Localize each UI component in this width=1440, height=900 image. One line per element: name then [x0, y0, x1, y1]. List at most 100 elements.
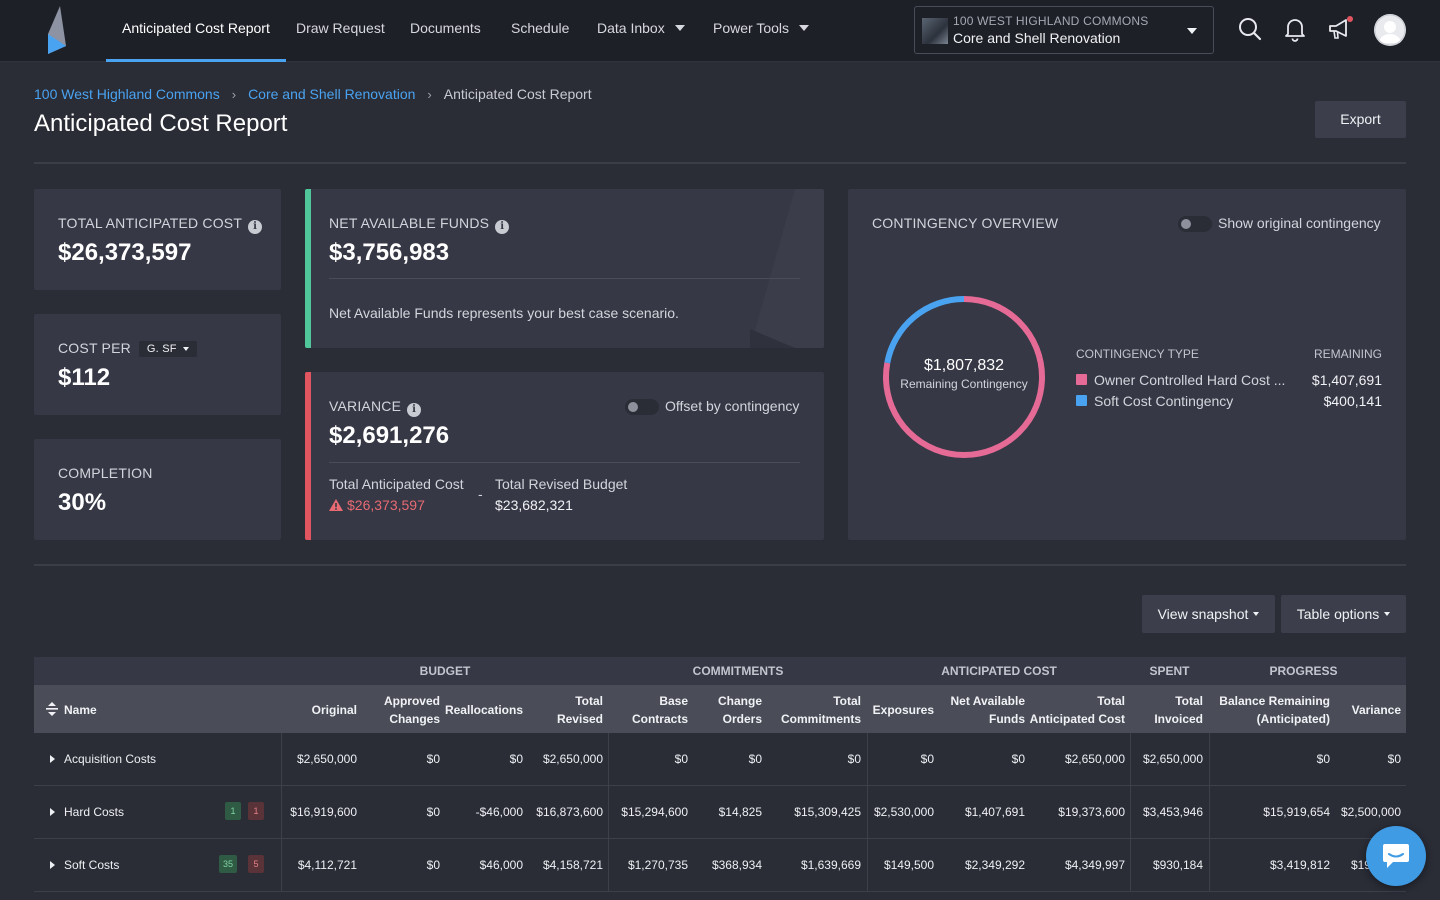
- tab-label: Data Inbox: [597, 20, 665, 36]
- cell-total-anticipated-cost: $19,373,600: [1058, 805, 1125, 819]
- expand-row-icon[interactable]: [50, 861, 55, 869]
- bell-icon[interactable]: [1282, 14, 1308, 44]
- column-header-text: Contracts: [631, 712, 688, 726]
- column-divider: [867, 786, 868, 838]
- column-header-reallocations[interactable]: Reallocations: [445, 701, 523, 719]
- expand-row-icon[interactable]: [50, 808, 55, 816]
- table-row[interactable]: Acquisition Costs $2,650,000 $0 $0 $2,65…: [34, 733, 1406, 786]
- group-header-anticipated-cost: ANTICIPATED COST: [941, 664, 1057, 678]
- column-header-base-contracts[interactable]: Base Contracts: [632, 692, 688, 728]
- offset-contingency-toggle[interactable]: [625, 399, 659, 415]
- column-header-text: Change: [717, 694, 762, 708]
- unit-select[interactable]: G. SF: [138, 341, 197, 357]
- legend-value-soft-cost: $400,141: [1323, 393, 1382, 409]
- header-divider: [34, 162, 1406, 164]
- table-row[interactable]: Hard Costs 1 1 $16,919,600 $0 -$46,000 $…: [34, 786, 1406, 839]
- view-snapshot-button[interactable]: View snapshot: [1142, 595, 1275, 633]
- tab-anticipated-cost-report[interactable]: Anticipated Cost Report: [106, 0, 286, 62]
- legend-label-soft-cost: Soft Cost Contingency: [1094, 393, 1234, 409]
- donut-segment-soft-cost: [883, 296, 1045, 458]
- table-row[interactable]: Soft Costs 35 5 $4,112,721 $0 $46,000 $4…: [34, 839, 1406, 892]
- column-header-name[interactable]: Name: [64, 701, 97, 719]
- column-header-variance[interactable]: Variance: [1352, 701, 1401, 719]
- pending-count-badge[interactable]: 1: [248, 802, 264, 820]
- tab-label: Power Tools: [713, 20, 790, 36]
- tab-power-tools[interactable]: Power Tools: [713, 0, 810, 62]
- row-name[interactable]: Acquisition Costs: [64, 752, 157, 766]
- table-row[interactable]: [34, 892, 1406, 900]
- cell-exposures: $0: [920, 752, 934, 766]
- column-header-total-anticipated-cost[interactable]: Total Anticipated Cost: [1030, 692, 1125, 728]
- expand-collapse-all-icon[interactable]: [46, 702, 58, 716]
- pending-count-badge[interactable]: 5: [248, 855, 264, 873]
- row-name[interactable]: Hard Costs: [64, 805, 125, 819]
- column-header-total-commitments[interactable]: Total Commitments: [781, 692, 861, 728]
- expand-row-icon[interactable]: [50, 755, 55, 763]
- cost-per-card: COST PER G. SF $112: [34, 314, 281, 415]
- cell-exposures: $2,530,000: [873, 805, 934, 819]
- show-original-contingency-label: Show original contingency: [1218, 215, 1381, 231]
- megaphone-icon[interactable]: [1327, 14, 1353, 44]
- column-header-exposures[interactable]: Exposures: [873, 701, 934, 719]
- group-header-budget: BUDGET: [419, 664, 471, 678]
- column-header-net-available-funds[interactable]: Net Available Funds: [951, 692, 1025, 728]
- tab-schedule[interactable]: Schedule: [511, 0, 569, 62]
- breadcrumb-item-project[interactable]: 100 West Highland Commons: [34, 86, 220, 102]
- column-header-text: Original: [311, 703, 357, 717]
- breadcrumb-item-phase[interactable]: Core and Shell Renovation: [248, 86, 416, 102]
- project-name: 100 WEST HIGHLAND COMMONS: [953, 14, 1149, 28]
- column-divider: [281, 733, 282, 785]
- tab-label: Anticipated Cost Report: [122, 20, 270, 36]
- tab-documents[interactable]: Documents: [410, 0, 481, 62]
- company-logo[interactable]: [44, 6, 70, 54]
- remaining-header: REMAINING: [1313, 347, 1382, 361]
- user-avatar[interactable]: [1374, 14, 1406, 46]
- row-name[interactable]: Soft Costs: [64, 858, 120, 872]
- cell-original: $16,919,600: [290, 805, 357, 819]
- column-divider: [1130, 733, 1131, 785]
- info-icon[interactable]: i: [248, 220, 263, 234]
- total-revised-budget-amount: $23,682,321: [495, 497, 573, 513]
- card-accent-bar: [305, 189, 311, 348]
- column-header-text: Funds: [989, 712, 1025, 726]
- search-icon[interactable]: [1237, 14, 1263, 44]
- column-header-original[interactable]: Original: [312, 701, 357, 719]
- warning-icon: [329, 499, 343, 511]
- cell-change-orders: $368,934: [711, 858, 762, 872]
- project-thumbnail: [922, 18, 948, 44]
- approved-count-badge[interactable]: 1: [225, 802, 241, 820]
- column-header-change-orders[interactable]: Change Orders: [718, 692, 762, 728]
- cell-reallocations: $46,000: [479, 858, 523, 872]
- chat-support-button[interactable]: [1366, 826, 1426, 886]
- approved-count-badge[interactable]: 35: [219, 855, 238, 873]
- remaining-contingency-label: Remaining Contingency: [900, 377, 1028, 391]
- column-header-approved-changes[interactable]: Approved Changes: [384, 692, 440, 728]
- column-divider: [608, 839, 609, 891]
- tab-draw-request[interactable]: Draw Request: [296, 0, 385, 62]
- card-label-text: VARIANCE: [329, 398, 402, 414]
- cell-balance-remaining: $3,419,812: [1269, 858, 1330, 872]
- info-icon[interactable]: i: [495, 220, 510, 234]
- completion-value: 30%: [58, 489, 107, 516]
- export-button[interactable]: Export: [1315, 101, 1406, 138]
- column-header-balance-remaining[interactable]: Balance Remaining (Anticipated): [1219, 692, 1330, 728]
- tab-label: Documents: [410, 20, 481, 36]
- table-group-header-row: BUDGET COMMITMENTS ANTICIPATED COST SPEN…: [34, 657, 1406, 685]
- view-snapshot-label: View snapshot: [1157, 606, 1249, 622]
- column-header-text: Invoiced: [1154, 712, 1203, 726]
- cell-base-contracts: $1,270,735: [627, 858, 688, 872]
- table-options-label: Table options: [1296, 606, 1380, 622]
- project-selector[interactable]: 100 WEST HIGHLAND COMMONS Core and Shell…: [914, 6, 1214, 54]
- column-divider: [867, 839, 868, 891]
- cell-total-revised: $4,158,721: [542, 858, 603, 872]
- column-header-total-invoiced[interactable]: Total Invoiced: [1154, 692, 1203, 728]
- info-icon[interactable]: i: [407, 403, 422, 417]
- column-divider: [1209, 733, 1210, 785]
- tab-data-inbox[interactable]: Data Inbox: [597, 0, 685, 62]
- show-original-contingency-toggle[interactable]: [1178, 216, 1212, 232]
- column-header-total-revised[interactable]: Total Revised: [557, 692, 603, 728]
- card-background-shape: [750, 189, 824, 348]
- total-anticipated-cost-value: $26,373,597: [58, 239, 192, 266]
- cell-total-anticipated-cost: $4,349,997: [1064, 858, 1125, 872]
- table-options-button[interactable]: Table options: [1281, 595, 1406, 633]
